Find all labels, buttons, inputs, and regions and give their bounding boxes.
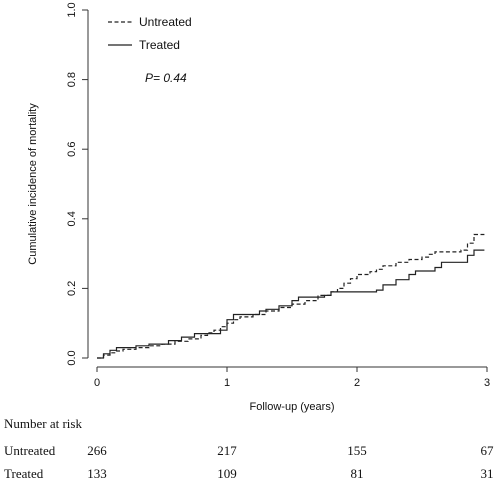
risk-value: 81: [350, 466, 364, 481]
risk-row-label: Treated: [4, 466, 44, 481]
y-axis: 0.0 0.2 0.4 0.6 0.8 1.0: [66, 2, 89, 366]
x-tick-label: 2: [354, 377, 360, 389]
y-tick-label: 0.8: [66, 72, 78, 87]
y-axis-label: Cumulative incidence of mortality: [27, 103, 39, 265]
risk-value: 109: [217, 466, 237, 481]
y-tick-label: 0.4: [66, 211, 78, 226]
risk-value: 67: [480, 443, 494, 458]
p-value-annotation: P= 0.44: [145, 71, 187, 85]
y-tick-label: 0.0: [66, 350, 78, 365]
risk-value: 217: [217, 443, 237, 458]
risk-row-label: Untreated: [4, 443, 56, 458]
x-tick-label: 0: [94, 377, 100, 389]
legend-label-untreated: Untreated: [139, 15, 192, 29]
x-axis-label: Follow-up (years): [250, 401, 335, 413]
y-tick-label: 0.6: [66, 142, 78, 157]
series-line-treated: [97, 249, 485, 359]
x-axis: 0 1 2 3: [94, 366, 490, 389]
legend-label-treated: Treated: [139, 38, 180, 52]
y-tick-label: 1.0: [66, 2, 78, 17]
x-tick-label: 3: [484, 377, 490, 389]
legend: Untreated Treated: [108, 15, 192, 52]
risk-value: 155: [347, 443, 367, 458]
risk-value: 266: [87, 443, 107, 458]
risk-value: 133: [87, 466, 107, 481]
series-layer: [97, 233, 485, 359]
y-tick-label: 0.2: [66, 281, 78, 296]
series-line-untreated: [97, 233, 485, 359]
risk-value: 31: [480, 466, 494, 481]
x-tick-label: 1: [224, 377, 230, 389]
risk-table-title: Number at risk: [4, 416, 82, 431]
